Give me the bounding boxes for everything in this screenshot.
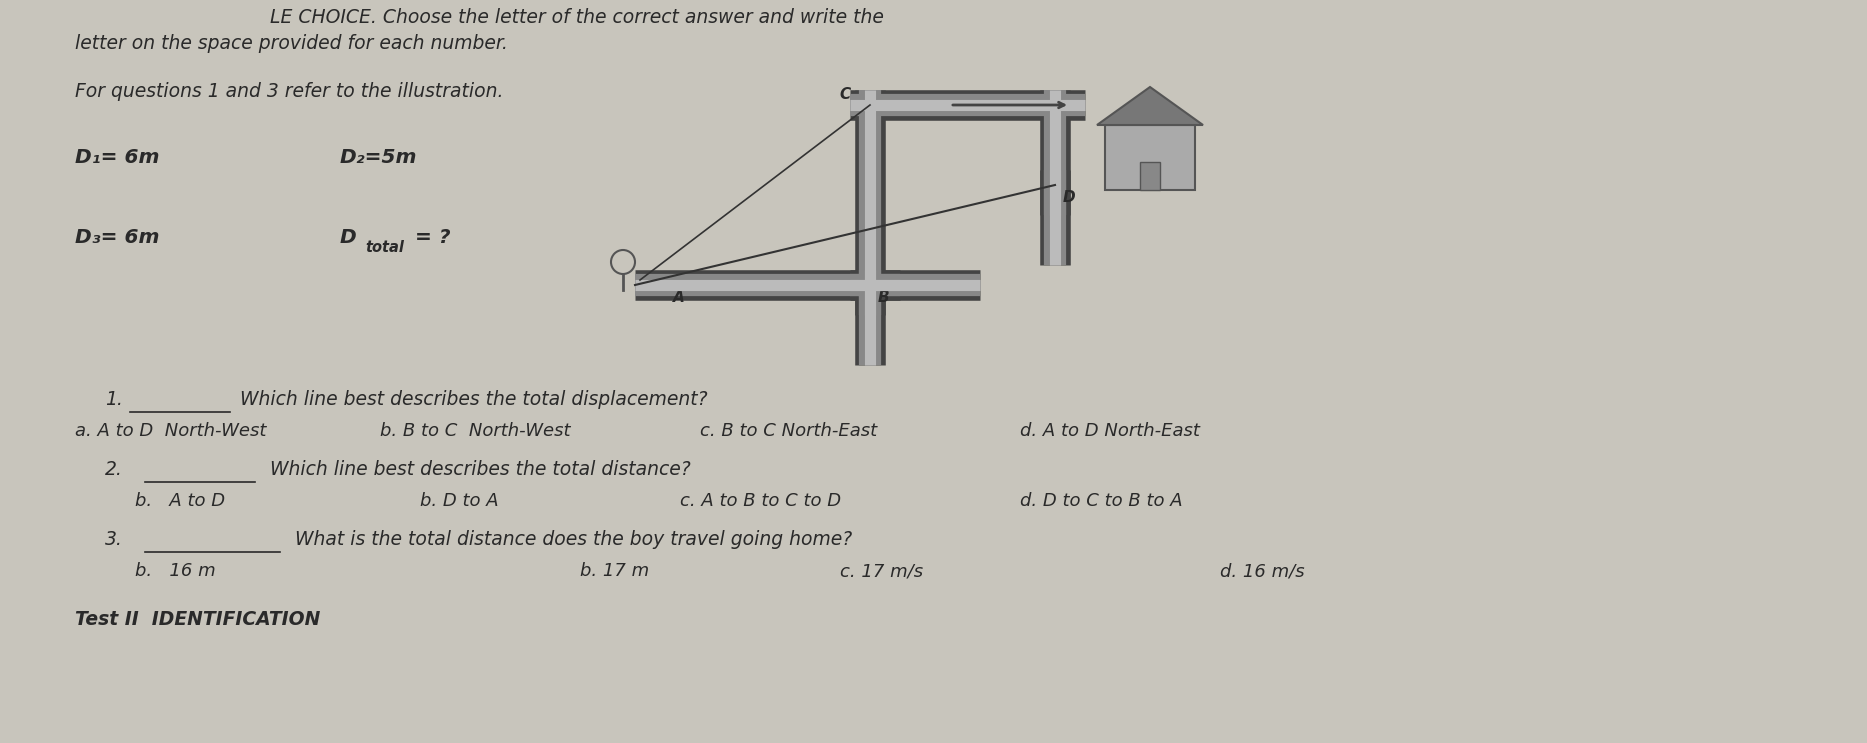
Text: b.   16 m: b. 16 m [134,562,215,580]
Text: B: B [877,290,889,305]
Text: 1.: 1. [105,390,123,409]
Text: b. B to C  North-West: b. B to C North-West [381,422,571,440]
Bar [1141,162,1159,190]
Text: c. A to B to C to D: c. A to B to C to D [680,492,842,510]
Text: D₁= 6m: D₁= 6m [75,148,159,167]
Text: Which line best describes the total displacement?: Which line best describes the total disp… [241,390,708,409]
Text: Test II  IDENTIFICATION: Test II IDENTIFICATION [75,610,321,629]
Text: d. A to D North-East: d. A to D North-East [1019,422,1200,440]
Bar [1105,125,1195,190]
Text: b. 17 m: b. 17 m [581,562,650,580]
Text: d. 16 m/s: d. 16 m/s [1219,562,1305,580]
Text: b. D to A: b. D to A [420,492,498,510]
Text: a. A to D  North-West: a. A to D North-West [75,422,267,440]
Text: c. B to C North-East: c. B to C North-East [700,422,877,440]
Polygon shape [1098,87,1202,125]
Text: b.   A to D: b. A to D [134,492,226,510]
Text: For questions 1 and 3 refer to the illustration.: For questions 1 and 3 refer to the illus… [75,82,504,101]
Text: Which line best describes the total distance?: Which line best describes the total dist… [271,460,691,479]
Text: letter on the space provided for each number.: letter on the space provided for each nu… [75,34,508,53]
Text: d. D to C to B to A: d. D to C to B to A [1019,492,1182,510]
Text: D: D [1062,190,1075,205]
Text: = ?: = ? [414,228,450,247]
Text: D₂=5m: D₂=5m [340,148,418,167]
Text: LE CHOICE. Choose the letter of the correct answer and write the: LE CHOICE. Choose the letter of the corr… [271,8,883,27]
Text: D: D [340,228,364,247]
Text: What is the total distance does the boy travel going home?: What is the total distance does the boy … [295,530,851,549]
Text: 2.: 2. [105,460,123,479]
Text: total: total [366,240,403,255]
Text: D₃= 6m: D₃= 6m [75,228,159,247]
Text: A: A [672,290,685,305]
Text: C: C [840,87,851,102]
Text: 3.: 3. [105,530,123,549]
Text: c. 17 m/s: c. 17 m/s [840,562,922,580]
